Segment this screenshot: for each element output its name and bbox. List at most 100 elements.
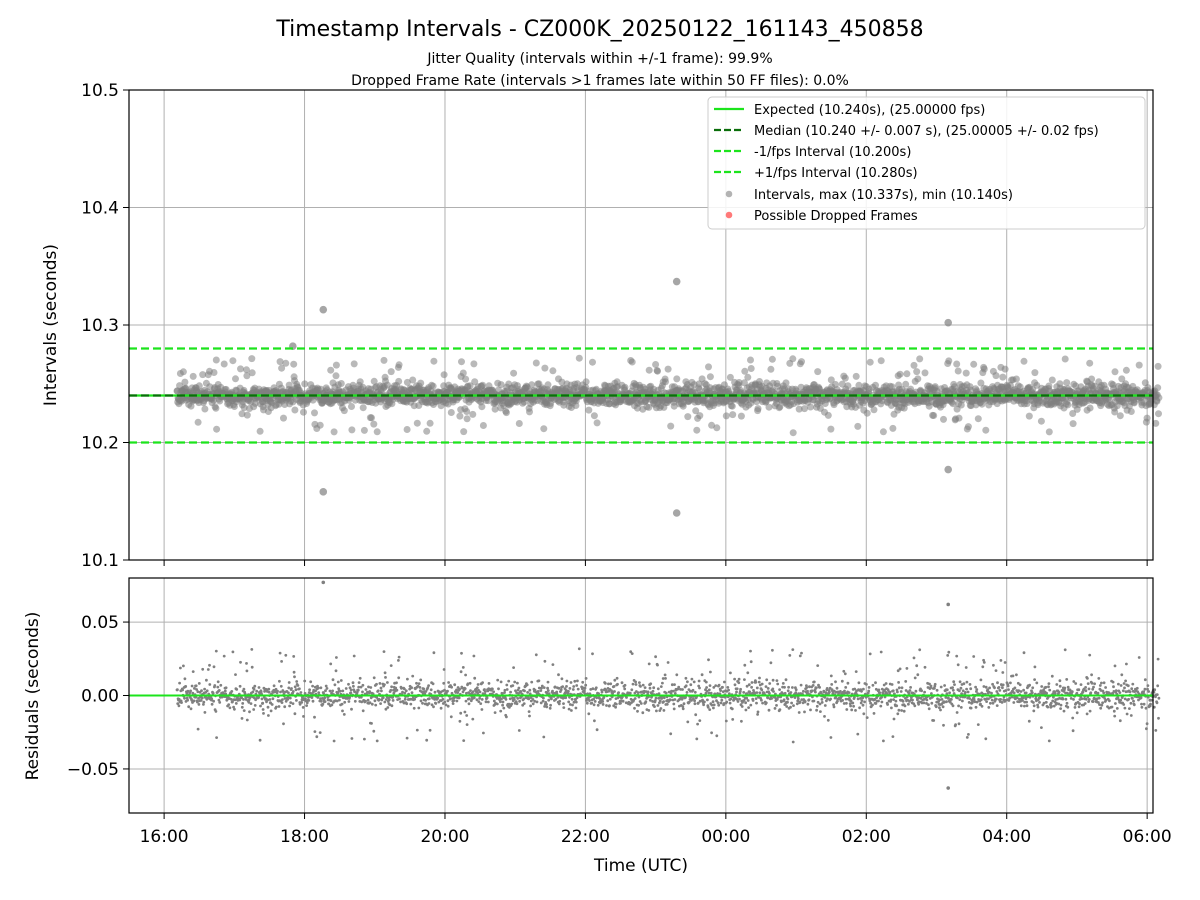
residual-point: [179, 666, 182, 670]
residual-point: [907, 702, 910, 706]
residual-point: [412, 706, 416, 710]
residual-point: [186, 698, 190, 702]
residual-point: [546, 689, 550, 692]
residual-point: [1000, 701, 1004, 704]
residual-point: [1018, 683, 1022, 687]
residual-point: [240, 717, 244, 720]
interval-point: [332, 372, 340, 380]
residual-point: [736, 700, 740, 703]
residual-point: [307, 699, 311, 702]
residual-point: [541, 699, 545, 703]
residual-point: [892, 698, 895, 701]
residual-point: [463, 710, 467, 714]
residual-point: [791, 740, 795, 744]
residual-point: [844, 686, 848, 689]
residual-point: [241, 702, 245, 705]
residual-point: [686, 680, 689, 684]
residual-point: [383, 683, 386, 686]
interval-point: [470, 360, 478, 368]
residual-point: [1012, 691, 1016, 695]
residual-point: [1033, 665, 1037, 669]
interval-point: [220, 360, 228, 368]
residual-point: [585, 701, 589, 705]
residual-point: [750, 685, 753, 689]
residual-point: [810, 689, 814, 693]
residual-point: [877, 688, 881, 692]
residual-point: [303, 692, 307, 695]
residual-point: [197, 682, 201, 685]
residual-point: [234, 673, 237, 676]
interval-point: [863, 409, 871, 417]
residual-point: [939, 708, 942, 712]
interval-outlier-point: [944, 465, 952, 474]
residual-point: [890, 683, 894, 686]
residual-point: [557, 673, 560, 677]
residual-point: [609, 682, 613, 686]
residual-point: [267, 690, 271, 694]
residual-point: [293, 712, 297, 716]
residual-point: [389, 664, 393, 667]
residual-point: [397, 659, 400, 662]
residual-point: [536, 690, 540, 693]
residual-point: [242, 709, 246, 712]
residual-point: [419, 699, 423, 703]
residual-point: [967, 733, 970, 736]
residual-point: [604, 682, 607, 685]
residual-point: [283, 705, 287, 709]
residual-point: [1001, 683, 1005, 687]
residual-point: [965, 736, 969, 739]
residual-point: [215, 736, 219, 739]
residual-point: [643, 686, 647, 689]
residual-point: [427, 702, 431, 705]
interval-point: [645, 366, 653, 374]
residual-point: [567, 689, 570, 693]
residual-point: [1047, 739, 1051, 743]
residual-point: [798, 654, 802, 658]
residual-point: [242, 698, 245, 701]
residual-point: [406, 677, 409, 681]
residual-point: [797, 697, 800, 701]
residual-point: [649, 682, 653, 686]
residual-point: [217, 689, 221, 692]
residual-point: [469, 689, 472, 692]
residual-point: [730, 707, 734, 711]
residual-point: [672, 702, 676, 706]
interval-point: [232, 375, 239, 383]
residual-point: [348, 696, 351, 699]
residual-point: [316, 696, 320, 699]
interval-point: [337, 380, 345, 387]
residual-point: [865, 716, 869, 719]
residual-point: [391, 699, 395, 702]
interval-point: [662, 378, 669, 386]
intervals-y-tick-label: 10.4: [81, 199, 119, 219]
residual-point: [631, 682, 635, 686]
residual-point: [450, 685, 453, 689]
residual-point: [405, 736, 409, 740]
residual-point: [427, 697, 431, 701]
residual-point: [943, 684, 946, 687]
residual-point: [859, 701, 863, 705]
residual-point: [522, 702, 526, 705]
residual-point: [253, 684, 257, 688]
residual-point: [682, 702, 686, 706]
residual-point: [485, 696, 489, 700]
residual-point: [559, 688, 563, 692]
interval-point: [370, 420, 378, 428]
residual-point: [982, 661, 986, 664]
residual-point: [205, 678, 208, 682]
residual-point: [854, 670, 858, 673]
residual-point: [613, 690, 616, 693]
residual-point: [316, 686, 320, 690]
interval-point: [403, 426, 411, 433]
residual-point: [840, 679, 844, 683]
residual-point: [744, 708, 748, 712]
residual-point: [968, 683, 972, 686]
residual-point: [571, 688, 575, 691]
legend-minus-fps-label: -1/fps Interval (10.200s): [754, 145, 911, 160]
residual-point: [382, 650, 386, 653]
residual-point: [761, 701, 764, 705]
residual-point: [861, 703, 865, 707]
residual-point: [304, 697, 307, 701]
residual-point: [888, 690, 892, 694]
residual-point: [797, 711, 801, 714]
